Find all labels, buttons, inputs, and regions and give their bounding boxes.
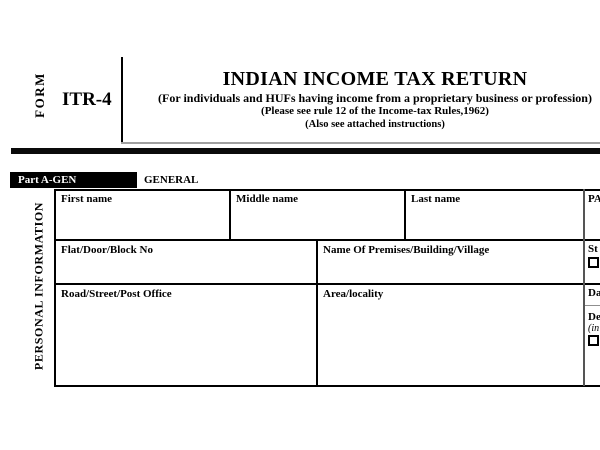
status-label: St [588,243,598,255]
col-divider-address [316,240,318,386]
table-border-bottom [54,385,600,387]
right-column-row4-field[interactable]: De (in [585,307,600,385]
first-name-field[interactable]: First name [56,190,229,239]
road-street-label: Road/Street/Post Office [61,288,172,300]
table-border-top [54,189,600,191]
col-divider-middle-last [404,189,406,240]
header-bottom-rule [121,142,600,144]
section-title: GENERAL [144,174,199,186]
flat-door-block-field[interactable]: Flat/Door/Block No [56,241,316,283]
road-street-field[interactable]: Road/Street/Post Office [56,285,316,385]
first-name-label: First name [61,193,113,205]
form-subtitle-2: (Please see rule 12 of the Income-tax Ru… [261,105,489,117]
col-divider-right-column [583,189,585,386]
form-title: INDIAN INCOME TAX RETURN [222,68,528,90]
date-of-birth-label: Da [588,287,600,299]
table-row-divider-2 [54,283,600,285]
table-border-left [54,189,56,386]
pan-label: PA [588,193,600,205]
premises-label: Name Of Premises/Building/Village [323,244,490,256]
row4-sub-label: (in [588,323,600,334]
part-a-gen-badge: Part A-GEN [10,172,137,188]
middle-name-label: Middle name [236,193,299,205]
form-subtitle-1: (For individuals and HUFs having income … [158,91,592,105]
header-vertical-rule [121,57,123,143]
section-separator-rule [11,148,600,154]
row4-label: De [588,311,600,323]
last-name-field[interactable]: Last name [406,190,583,239]
form-subtitle-3: (Also see attached instructions) [305,119,445,130]
last-name-label: Last name [411,193,461,205]
pan-field[interactable]: PA [585,190,600,239]
status-checkbox-icon[interactable] [588,257,599,268]
col-divider-first-middle [229,189,231,240]
area-locality-field[interactable]: Area/locality [318,285,583,385]
area-locality-label: Area/locality [323,288,384,300]
form-title-block: INDIAN INCOME TAX RETURN (For individual… [122,68,600,131]
premises-field[interactable]: Name Of Premises/Building/Village [318,241,583,283]
flat-door-block-label: Flat/Door/Block No [61,244,153,256]
right-column-row-divider [583,305,600,306]
form-vertical-label: FORM [32,72,47,118]
form-number: ITR-4 [62,89,112,110]
row4-checkbox-icon[interactable] [588,335,599,346]
personal-information-side-label: PERSONAL INFORMATION [31,201,46,371]
middle-name-field[interactable]: Middle name [231,190,404,239]
date-of-birth-field[interactable]: Da [585,285,600,305]
status-field[interactable]: St [585,241,600,283]
table-row-divider-1 [54,239,600,241]
